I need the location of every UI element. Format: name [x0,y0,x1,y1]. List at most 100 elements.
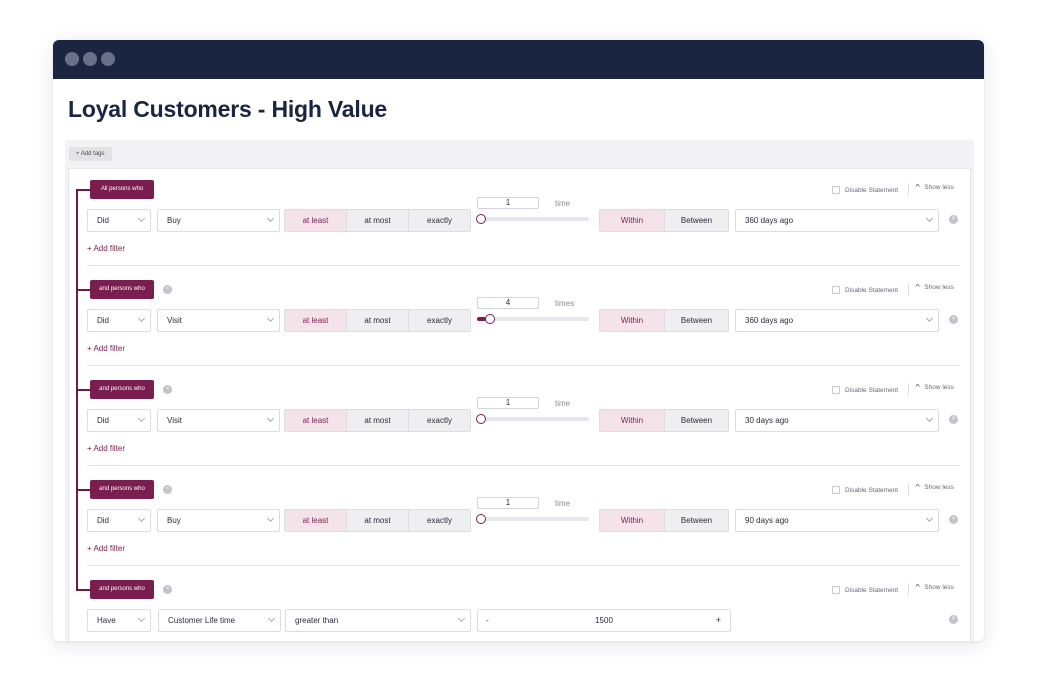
show-less-button[interactable]: ^ Show less [916,584,954,591]
count-slider-track[interactable] [477,317,589,321]
within-option[interactable]: Within [600,510,665,531]
show-less-button[interactable]: ^ Show less [916,284,954,291]
period-select[interactable]: 90 days ago [735,509,939,532]
frequency-toggle[interactable]: at least at most exactly [284,509,471,532]
add-filter-link[interactable]: + Add filter [87,344,126,353]
value-stepper[interactable]: 1500 - + [477,609,731,632]
count-slider-track[interactable] [477,217,589,221]
add-filter-link[interactable]: + Add filter [87,244,126,253]
attribute-select[interactable]: Customer Life time [158,609,281,632]
chevron-down-icon [137,314,146,323]
count-slider-track[interactable] [477,417,589,421]
verb-select[interactable]: Did [87,509,151,532]
close-circle-icon[interactable]: × [949,615,958,624]
exactly-option[interactable]: exactly [409,410,470,431]
disable-checkbox[interactable] [832,586,840,594]
frequency-toggle[interactable]: at least at most exactly [284,409,471,432]
operator-select[interactable]: greater than [285,609,471,632]
within-option[interactable]: Within [600,310,665,331]
between-option[interactable]: Between [665,210,728,231]
disable-checkbox[interactable] [832,186,840,194]
at-most-option[interactable]: at most [347,510,409,531]
close-circle-icon[interactable]: × [163,485,172,494]
statement-block: All persons who Disable Statement ^ Show… [69,169,970,269]
range-toggle[interactable]: Within Between [599,509,729,532]
between-option[interactable]: Between [665,510,728,531]
frequency-toggle[interactable]: at least at most exactly [284,309,471,332]
at-least-option[interactable]: at least [285,410,347,431]
close-circle-icon[interactable]: × [949,215,958,224]
disable-checkbox[interactable] [832,486,840,494]
exactly-option[interactable]: exactly [409,210,470,231]
verb-select[interactable]: Did [87,409,151,432]
close-circle-icon[interactable]: × [949,515,958,524]
statement-label[interactable]: and persons who [90,380,154,399]
between-option[interactable]: Between [665,410,728,431]
count-slider-track[interactable] [477,517,589,521]
window-dot-icon[interactable] [83,52,97,66]
close-circle-icon[interactable]: × [163,385,172,394]
disable-statement-toggle[interactable]: Disable Statement [832,385,898,395]
add-filter-link[interactable]: + Add filter [87,544,126,553]
disable-checkbox[interactable] [832,386,840,394]
count-input[interactable]: 1 [477,397,539,409]
show-less-button[interactable]: ^ Show less [916,184,954,191]
action-select[interactable]: Visit [157,409,280,432]
statement-label[interactable]: and persons who [90,280,154,299]
frequency-toggle[interactable]: at least at most exactly [284,209,471,232]
window-dot-icon[interactable] [65,52,79,66]
stepper-value[interactable]: 1500 [595,616,613,625]
close-circle-icon[interactable]: × [163,585,172,594]
increment-button[interactable]: + [715,615,721,625]
at-most-option[interactable]: at most [347,410,409,431]
range-toggle[interactable]: Within Between [599,409,729,432]
add-filter-link[interactable]: + Add filter [87,444,126,453]
range-toggle[interactable]: Within Between [599,309,729,332]
verb-select[interactable]: Did [87,309,151,332]
count-input[interactable]: 4 [477,297,539,309]
show-less-label: Show less [924,384,954,391]
disable-statement-toggle[interactable]: Disable Statement [832,485,898,495]
between-option[interactable]: Between [665,310,728,331]
count-slider-thumb[interactable] [476,514,486,524]
close-circle-icon[interactable]: × [949,415,958,424]
add-tags-button[interactable]: + Add tags [69,147,112,161]
statement-label[interactable]: and persons who [90,480,154,499]
count-slider-thumb[interactable] [484,314,495,324]
window-dot-icon[interactable] [101,52,115,66]
action-select[interactable]: Buy [157,509,280,532]
within-option[interactable]: Within [600,210,665,231]
decrement-button[interactable]: - [486,616,489,625]
exactly-option[interactable]: exactly [409,310,470,331]
exactly-option[interactable]: exactly [409,510,470,531]
range-toggle[interactable]: Within Between [599,209,729,232]
count-slider-thumb[interactable] [476,414,486,424]
at-least-option[interactable]: at least [285,310,347,331]
count-input[interactable]: 1 [477,497,539,509]
count-slider-thumb[interactable] [476,214,486,224]
within-option[interactable]: Within [600,410,665,431]
period-select[interactable]: 30 days ago [735,409,939,432]
verb-select[interactable]: Did [87,209,151,232]
at-least-option[interactable]: at least [285,210,347,231]
statement-label[interactable]: and persons who [90,580,154,599]
action-select[interactable]: Visit [157,309,280,332]
period-select[interactable]: 360 days ago [735,209,939,232]
show-less-button[interactable]: ^ Show less [916,484,954,491]
show-less-button[interactable]: ^ Show less [916,384,954,391]
at-most-option[interactable]: at most [347,310,409,331]
verb-select[interactable]: Have [87,609,151,632]
close-circle-icon[interactable]: × [949,315,958,324]
period-select[interactable]: 360 days ago [735,309,939,332]
count-input[interactable]: 1 [477,197,539,209]
at-least-option[interactable]: at least [285,510,347,531]
chevron-down-icon [266,214,275,223]
close-circle-icon[interactable]: × [163,285,172,294]
disable-statement-toggle[interactable]: Disable Statement [832,585,898,595]
action-select[interactable]: Buy [157,209,280,232]
disable-statement-toggle[interactable]: Disable Statement [832,185,898,195]
disable-statement-toggle[interactable]: Disable Statement [832,285,898,295]
statement-label[interactable]: All persons who [90,180,154,199]
disable-checkbox[interactable] [832,286,840,294]
at-most-option[interactable]: at most [347,210,409,231]
